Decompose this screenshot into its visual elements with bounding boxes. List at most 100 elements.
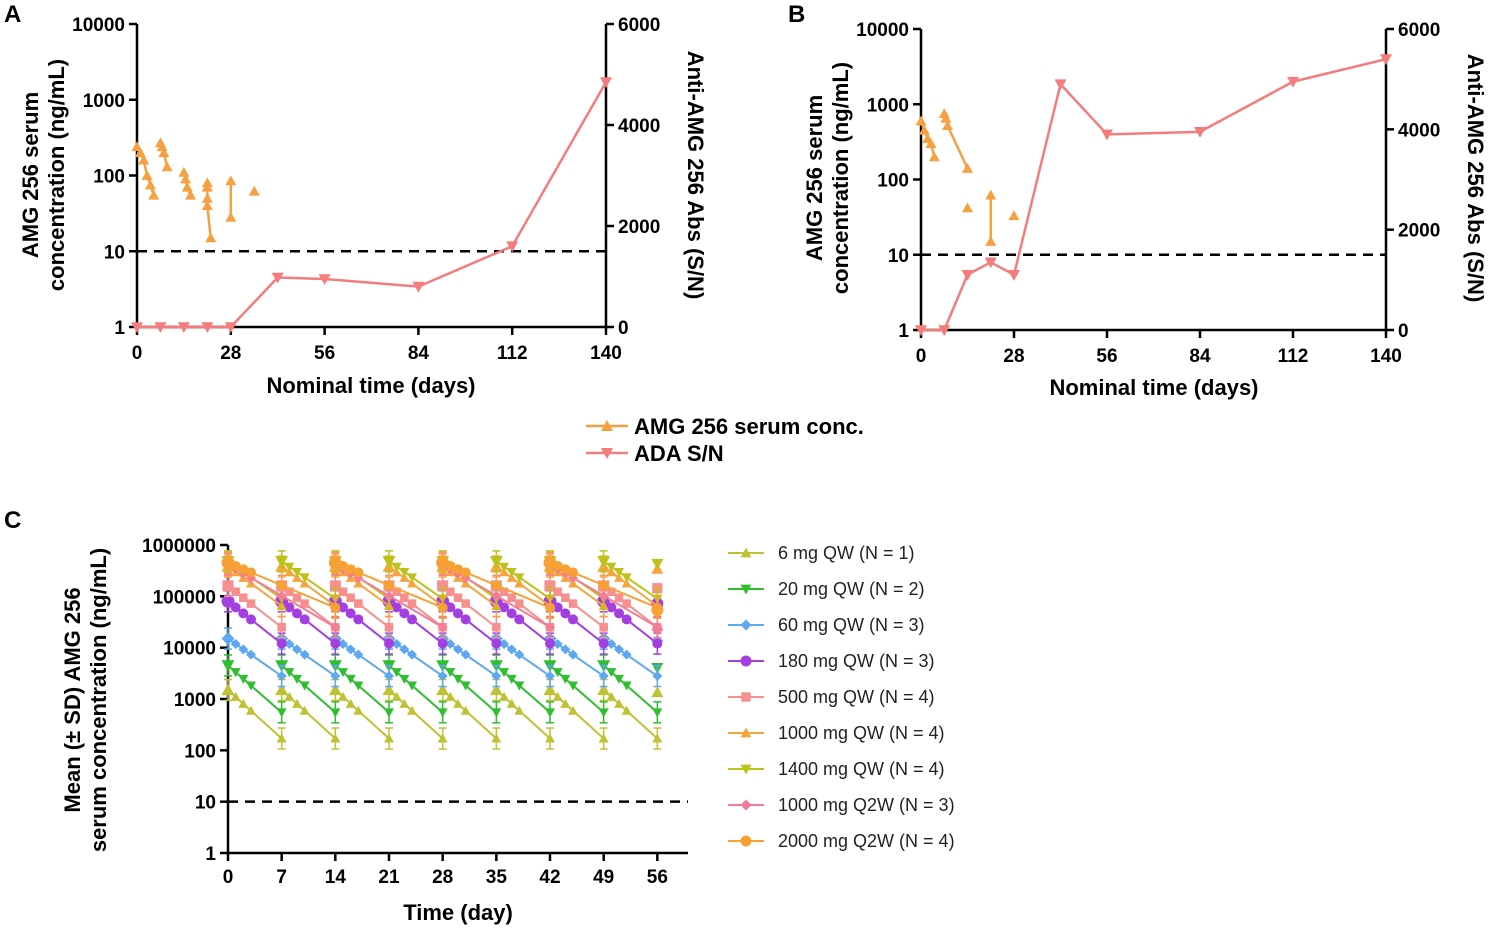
series-point [346,593,355,602]
series-point [399,572,410,582]
series-point [552,561,563,572]
series-point [222,580,234,592]
series-point [453,608,463,619]
series-point [568,567,578,578]
series-point [284,691,295,701]
series-point [453,674,463,684]
x-tick-label: 42 [539,867,560,888]
series-point [221,594,235,608]
series-point [598,638,609,649]
ada-point [224,322,237,333]
series-point [453,564,463,575]
series-point [382,683,396,696]
conc-point [138,154,150,165]
panel-c-ylabel-2: serum concentration (ng/mL) [86,548,111,852]
x-tick-label: 0 [132,343,143,364]
conc-point [201,181,213,192]
series-point [330,622,341,633]
series-point [560,674,571,684]
panel-a-y2-ticks: 0 2000 4000 6000 [606,15,660,339]
series-point [445,561,456,572]
series-point [445,638,456,649]
ada-point [600,77,612,89]
x-tick-label: 7 [276,867,287,888]
y-tick-label: 1000 [83,91,125,112]
series-point [553,587,562,597]
series-point [506,698,517,708]
y-tick-label: 10 [195,793,216,814]
series-point [460,649,471,660]
series-point [506,568,517,578]
conc-point [201,192,213,203]
series-point [621,681,632,691]
series-point [651,686,664,698]
panel-a-ylabel-2: concentration (ng/mL) [44,59,69,291]
legend-conc-marker [601,420,613,431]
y2-tick-label: 2000 [1398,221,1440,242]
series-point [437,580,449,592]
x-tick-label: 28 [220,343,241,364]
series-point [285,587,294,597]
series-point [461,599,470,608]
panel-a-x-ticks: 0 28 56 84 112 140 [132,327,622,364]
series-point [284,638,295,649]
series-point [552,668,563,678]
series-point [384,638,394,649]
series-point [499,691,509,701]
series-point [597,556,611,568]
series-point [276,733,287,743]
series-point [299,614,310,625]
series-point [338,561,348,572]
series-point [445,691,456,701]
series-point [329,580,341,592]
panel-a-xlabel: Nominal time (days) [266,373,475,398]
series-point [407,573,417,583]
series-point [384,708,394,718]
series-point [292,608,302,619]
series-point [561,593,570,602]
series-point [544,580,556,592]
y-tick-label: 10000 [856,20,909,41]
series-point [506,674,517,684]
ada-point [271,272,284,284]
ada-point [1194,127,1206,138]
legend-marker [740,584,752,595]
series-point [239,593,248,602]
series-point [391,567,402,577]
series-8 [221,551,664,619]
series-point [606,602,617,613]
series-point [284,567,295,577]
legend-marker [740,799,752,811]
legend-marker [740,619,752,631]
x-tick-label: 140 [590,343,622,364]
series-point [491,733,502,743]
legend-ada-marker [601,448,613,459]
series-point [506,608,517,619]
series-point [230,668,241,678]
series-point [338,691,348,701]
x-tick-label: 49 [593,867,614,888]
y-tick-label: 1000 [174,690,216,711]
ada-point [1008,270,1020,281]
series-point [560,698,571,708]
series-point [614,644,624,655]
series-point [545,733,555,743]
series-point [300,599,309,608]
series-point [275,556,289,568]
x-tick-label: 28 [1003,346,1024,367]
series-point [353,614,364,625]
series-point [545,638,555,649]
ada-point [177,322,190,333]
ada-point [154,322,167,333]
y-tick-label: 100 [877,171,909,192]
panel-b-ylabel-1: AMG 256 serum [802,95,827,261]
series-point [391,691,402,701]
series-point [292,644,302,655]
ada-line [921,57,1387,332]
series-point [437,602,448,613]
x-tick-label: 84 [1189,346,1211,367]
series-point [391,562,402,572]
series-point [407,681,417,691]
conc-point [942,120,954,131]
series-point [330,671,341,682]
